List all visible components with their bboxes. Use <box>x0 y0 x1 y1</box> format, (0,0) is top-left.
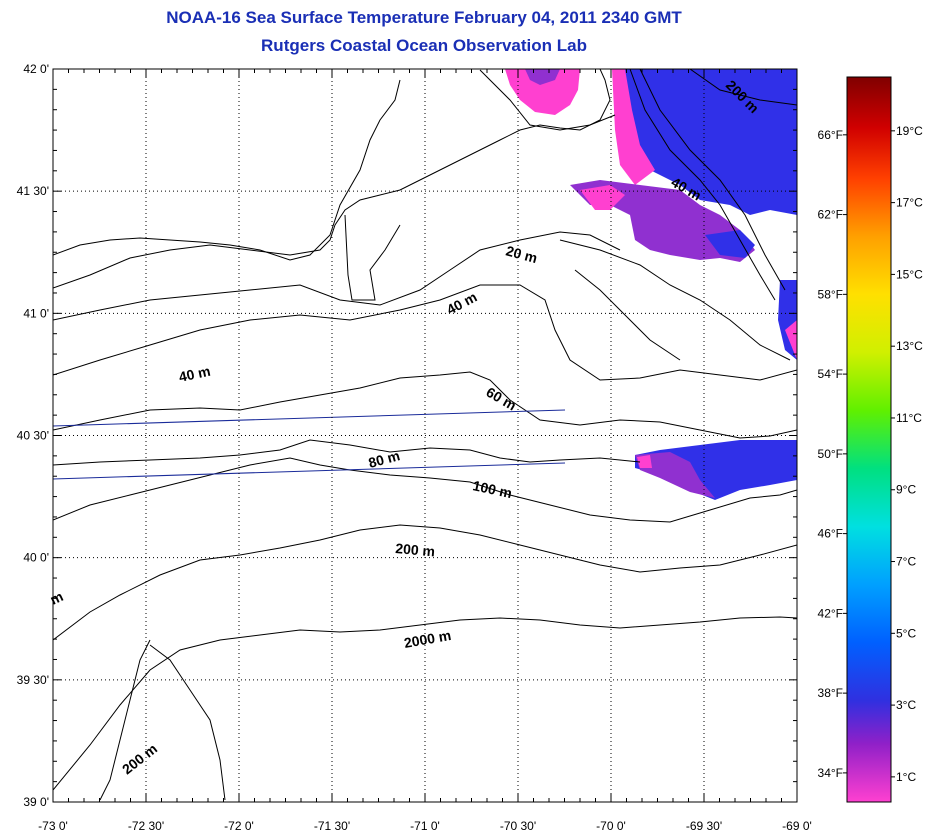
ship-tracks <box>53 409 566 480</box>
contour-200m <box>53 524 797 641</box>
contours <box>53 69 797 801</box>
lon-labels: -73 0' -72 30' -72 0' -71 30' -71 0' -70 30' -… <box>38 819 812 833</box>
contour-gulf-of-maine-a <box>629 69 776 301</box>
colorbar-celsius-label: 9°C <box>896 483 916 497</box>
lon-tick-label: -70 30' <box>500 819 536 833</box>
colorbar-fahrenheit-label: 50°F <box>818 447 843 461</box>
contour-2000m <box>53 616 797 791</box>
depth-label: 2000 m <box>403 627 453 651</box>
sst-patch-cape-cod-bay <box>505 69 580 115</box>
lon-tick-label: -72 0' <box>224 819 254 833</box>
sst-patch-shoals-blue <box>705 230 755 258</box>
contour-nantucket-a <box>559 239 791 361</box>
contour-gulf-of-maine-200m <box>689 69 797 106</box>
colorbar-celsius-label: 11°C <box>896 411 922 425</box>
colorbar-fahrenheit-label: 46°F <box>818 527 843 541</box>
grid <box>53 69 797 802</box>
depth-label: 200 m <box>119 740 160 777</box>
colorbar-celsius-label: 19°C <box>896 124 923 138</box>
colorbar-celsius-label: 5°C <box>896 626 916 640</box>
colorbar-celsius-label: 3°C <box>896 698 916 712</box>
lat-tick-label: 42 0' <box>23 62 49 76</box>
colorbar-fahrenheit-label: 42°F <box>818 606 843 620</box>
depth-label: 200 m <box>395 540 436 559</box>
contour-canyon <box>99 639 151 801</box>
contour-canyon-b <box>149 644 226 801</box>
depth-label: 20 m <box>504 242 539 266</box>
color-bar <box>846 76 892 803</box>
lat-labels: 42 0' 41 30' 41 0' 40 30' 40 0' 39 30' 39 0' <box>17 62 49 809</box>
map-title: NOAA-16 Sea Surface Temperature February… <box>166 8 682 27</box>
depth-label: m <box>48 588 66 608</box>
colorbar-fahrenheit-labels: 66°F 62°F 58°F 54°F 50°F 46°F 42°F 38°F 34°F <box>818 128 847 780</box>
sst-patch-gulf-of-maine <box>615 69 797 215</box>
sst-patch-gulf-of-maine-edge <box>612 69 655 185</box>
colorbar-celsius-label: 15°C <box>896 267 923 281</box>
lat-tick-label: 41 0' <box>23 306 49 320</box>
lon-tick-label: -72 30' <box>128 819 164 833</box>
lon-tick-label: -71 0' <box>410 819 440 833</box>
axis-ticks <box>52 68 798 803</box>
shipping-lane-south <box>53 462 566 480</box>
depth-labels: 200 m 40 m 20 m 40 m 40 m 60 m 80 m 100 … <box>48 77 763 778</box>
colorbar-celsius-label: 1°C <box>896 770 916 784</box>
lat-tick-label: 39 30' <box>17 673 49 687</box>
contour-narragansett <box>344 214 401 301</box>
contour-20m <box>53 231 621 321</box>
depth-label: 60 m <box>484 384 520 414</box>
lat-tick-label: 40 30' <box>17 429 49 443</box>
colorbar-fahrenheit-label: 58°F <box>818 287 843 301</box>
colorbar-fahrenheit-label: 54°F <box>818 367 843 381</box>
colorbar-fahrenheit-label: 62°F <box>818 208 843 222</box>
sst-patch-shelf-south-purple <box>635 452 715 498</box>
contour-gulf-of-maine-b <box>639 69 786 291</box>
coastline-ct-ri <box>53 79 401 261</box>
colorbar-fahrenheit-label: 66°F <box>818 128 843 142</box>
lon-tick-label: -69 0' <box>782 819 812 833</box>
shipping-lane-north <box>53 409 566 427</box>
colorbar-celsius-labels: 19°C 17°C 15°C 13°C 11°C 9°C 7°C 5°C 3°C 1°C <box>891 124 923 784</box>
colorbar-fahrenheit-label: 34°F <box>818 766 843 780</box>
colorbar-celsius-label: 13°C <box>896 339 923 353</box>
lon-tick-label: -73 0' <box>38 819 68 833</box>
lon-tick-label: -70 0' <box>596 819 626 833</box>
colorbar-celsius-label: 7°C <box>896 555 916 569</box>
lon-tick-label: -69 30' <box>686 819 722 833</box>
colorbar-celsius-label: 17°C <box>896 196 923 210</box>
colorbar-fahrenheit-label: 38°F <box>818 686 843 700</box>
depth-label: 80 m <box>367 447 402 471</box>
map-subtitle: Rutgers Coastal Ocean Observation Lab <box>261 36 587 55</box>
sst-patch-east-edge-pink <box>785 320 797 360</box>
lon-tick-label: -71 30' <box>314 819 350 833</box>
depth-label: 100 m <box>471 477 513 501</box>
contour-cape-cod <box>479 69 616 131</box>
contour-60m <box>53 371 797 439</box>
depth-label: 40 m <box>177 363 212 385</box>
lat-tick-label: 41 30' <box>17 184 49 198</box>
coastline-long-island <box>53 69 611 289</box>
contour-nantucket-b <box>574 269 681 361</box>
contour-80m <box>53 439 641 466</box>
lat-tick-label: 39 0' <box>23 795 49 809</box>
contour-40m-a <box>53 284 797 381</box>
sst-patch-shelf-south-pink <box>637 455 652 468</box>
contour-100m <box>53 457 797 523</box>
lat-tick-label: 40 0' <box>23 551 49 565</box>
